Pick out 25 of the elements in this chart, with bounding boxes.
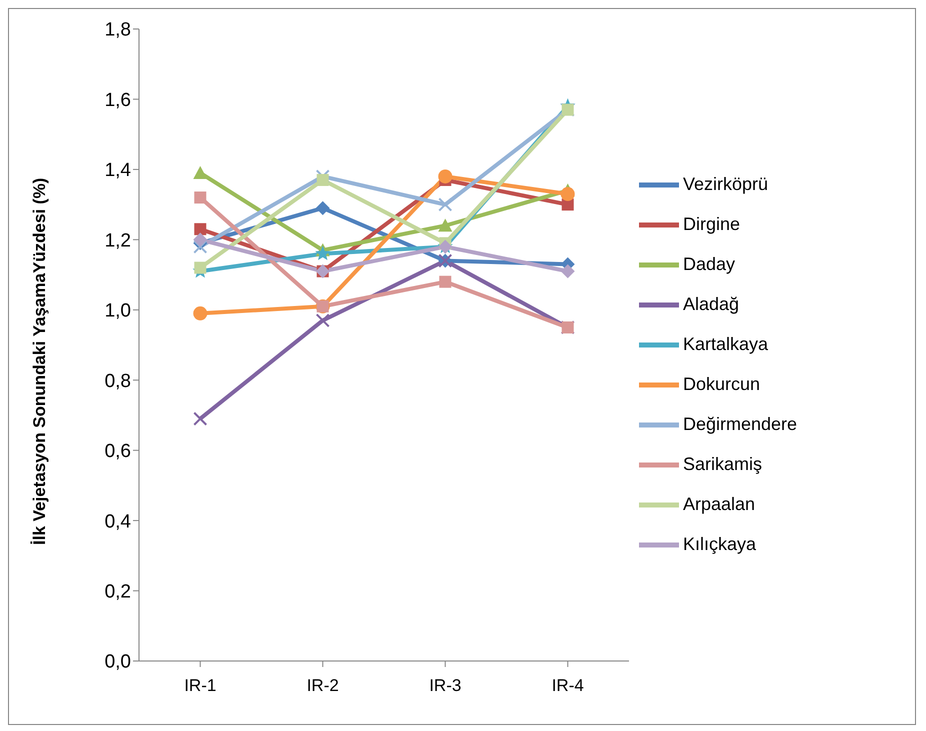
y-axis-title: İlk Vejetasyon Sonundaki YaşamaYüzdesi (%) xyxy=(30,178,50,545)
legend-label: Daday xyxy=(683,254,736,274)
legend-label: Kılıçkaya xyxy=(683,534,756,554)
x-tick-label: IR-2 xyxy=(306,676,339,696)
legend-label: Dirgine xyxy=(683,214,740,234)
y-tick-label: 1,2 xyxy=(104,230,131,252)
y-tick-label: 0,8 xyxy=(104,370,131,392)
y-tick-label: 1,6 xyxy=(104,90,131,111)
legend-label: Aladağ xyxy=(683,294,740,314)
y-tick-label: 0,6 xyxy=(104,441,131,462)
y-tick-label: 0,0 xyxy=(104,652,131,673)
y-tick-label: 0,4 xyxy=(104,511,132,532)
y-tick-label: 1,0 xyxy=(104,300,131,322)
x-tick-label: IR-3 xyxy=(429,676,462,696)
legend-label: Değirmendere xyxy=(683,414,798,434)
x-tick-label: IR-4 xyxy=(552,676,584,696)
legend-label: Kartalkaya xyxy=(683,334,768,354)
legend-label: Arpaalan xyxy=(683,494,756,514)
y-tick-label: 1,8 xyxy=(104,20,131,41)
legend-label: Dokurcun xyxy=(683,374,760,394)
y-tick-label: 1,4 xyxy=(104,160,132,182)
y-tick-label: 0,2 xyxy=(104,582,131,603)
x-tick-label: IR-1 xyxy=(184,676,216,696)
legend-label: Vezirköprü xyxy=(683,174,768,194)
legend-label: Sarikamiş xyxy=(683,454,762,474)
